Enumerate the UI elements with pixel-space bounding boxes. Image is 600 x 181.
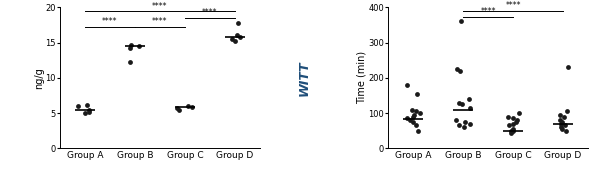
Point bbox=[134, 45, 143, 47]
Point bbox=[557, 121, 567, 123]
Point bbox=[555, 119, 565, 122]
Point bbox=[84, 108, 94, 111]
Point bbox=[405, 119, 415, 122]
Point bbox=[465, 106, 475, 109]
Point bbox=[411, 124, 421, 127]
Point bbox=[125, 61, 135, 64]
Point bbox=[503, 115, 512, 118]
Point bbox=[511, 121, 520, 123]
Point bbox=[557, 128, 567, 131]
Point bbox=[562, 110, 572, 113]
Point bbox=[454, 124, 464, 127]
Point bbox=[460, 121, 469, 123]
Point bbox=[126, 43, 136, 46]
Point bbox=[409, 121, 418, 123]
Point bbox=[458, 103, 467, 106]
Point bbox=[402, 83, 412, 86]
Point bbox=[459, 126, 469, 129]
Point bbox=[457, 20, 466, 23]
Point bbox=[230, 40, 240, 43]
Y-axis label: Time (min): Time (min) bbox=[357, 51, 367, 104]
Point bbox=[84, 110, 94, 113]
Point bbox=[73, 105, 83, 108]
Point bbox=[125, 47, 135, 50]
Point bbox=[452, 68, 461, 70]
Point bbox=[556, 122, 566, 125]
Point bbox=[512, 119, 521, 122]
Point bbox=[412, 110, 421, 113]
Text: WITT: WITT bbox=[298, 60, 311, 96]
Point bbox=[562, 129, 571, 132]
Point bbox=[409, 113, 419, 116]
Text: ****: **** bbox=[202, 8, 218, 17]
Point bbox=[508, 122, 517, 125]
Point bbox=[509, 117, 518, 120]
Y-axis label: ng/g: ng/g bbox=[34, 67, 44, 89]
Point bbox=[183, 105, 193, 108]
Text: ****: **** bbox=[505, 1, 521, 10]
Point bbox=[227, 37, 236, 40]
Point bbox=[174, 108, 184, 111]
Point bbox=[464, 98, 474, 100]
Point bbox=[506, 131, 516, 134]
Point bbox=[563, 66, 573, 69]
Point bbox=[402, 117, 412, 120]
Text: ****: **** bbox=[102, 17, 118, 26]
Point bbox=[506, 129, 516, 132]
Point bbox=[416, 112, 425, 115]
Point bbox=[504, 124, 514, 127]
Text: ****: **** bbox=[481, 7, 496, 16]
Text: ****: **** bbox=[152, 17, 167, 26]
Point bbox=[235, 35, 244, 38]
Point bbox=[508, 128, 518, 131]
Text: ****: **** bbox=[152, 2, 167, 11]
Point bbox=[232, 34, 241, 37]
Point bbox=[559, 115, 569, 118]
Point bbox=[465, 122, 475, 125]
Point bbox=[451, 119, 461, 122]
Point bbox=[173, 107, 182, 110]
Point bbox=[560, 124, 570, 127]
Point bbox=[187, 106, 196, 109]
Point bbox=[454, 101, 464, 104]
Point bbox=[413, 92, 422, 95]
Point bbox=[409, 115, 418, 118]
Point bbox=[556, 126, 566, 129]
Point bbox=[514, 112, 524, 115]
Point bbox=[407, 108, 417, 111]
Point bbox=[455, 69, 465, 72]
Point bbox=[508, 129, 518, 132]
Point bbox=[233, 21, 243, 24]
Point bbox=[82, 103, 92, 106]
Point bbox=[556, 113, 565, 116]
Point bbox=[413, 129, 422, 132]
Point bbox=[80, 112, 90, 115]
